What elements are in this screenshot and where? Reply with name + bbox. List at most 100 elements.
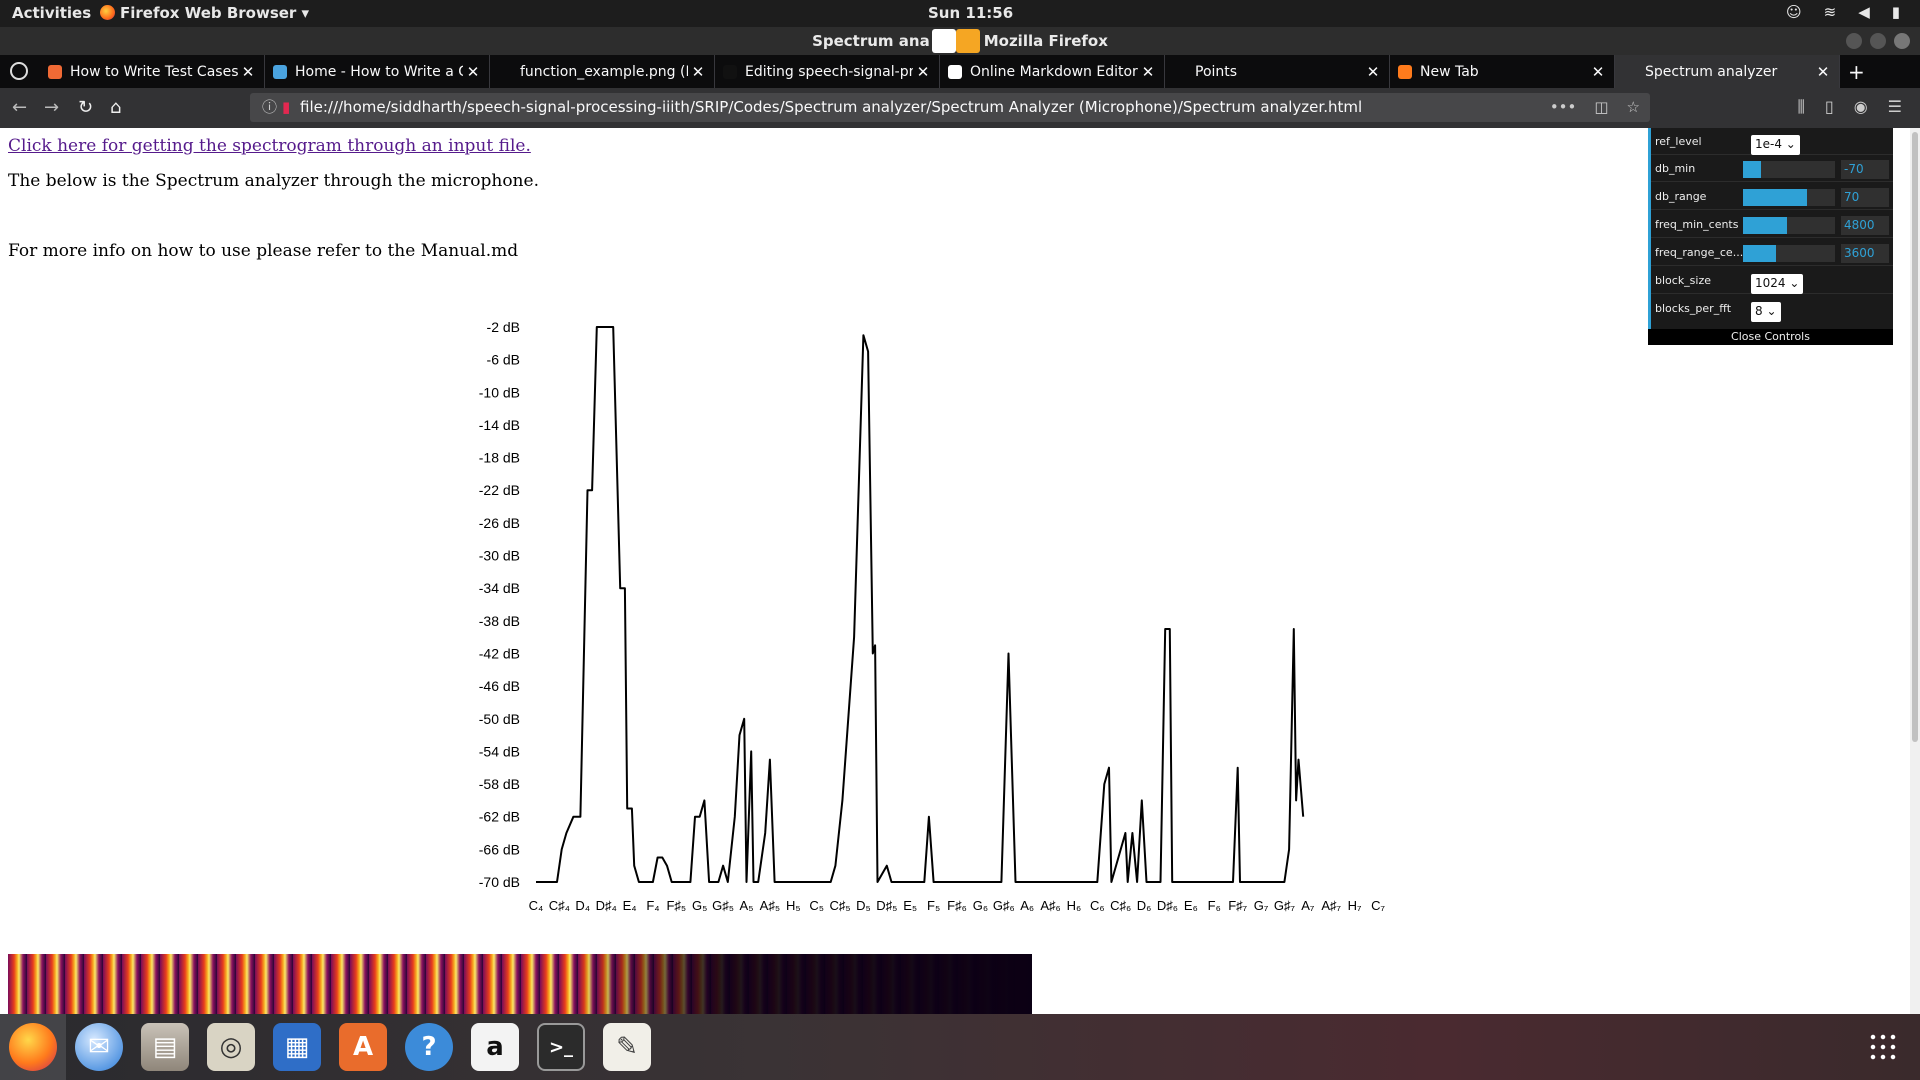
tab-points[interactable]: Points ✕ — [1165, 55, 1390, 88]
blocks-per-fft-select[interactable]: 8 ⌄ — [1751, 302, 1781, 322]
close-controls-button[interactable]: Close Controls — [1648, 329, 1893, 345]
back-icon[interactable]: ← — [12, 97, 28, 118]
writer-dock-icon[interactable]: ▦ — [273, 1023, 321, 1071]
close-tab-icon[interactable]: ✕ — [1141, 62, 1155, 81]
scrollbar-thumb[interactable] — [1912, 132, 1918, 742]
microphone-icon[interactable]: ▮ — [282, 98, 291, 116]
site-info-icon[interactable]: ⓘ — [262, 98, 278, 116]
tab-label: function_example.png (PNG — [520, 63, 688, 80]
app-menu[interactable]: Firefox Web Browser ▾ — [100, 4, 309, 22]
tab-editing-speech[interactable]: Editing speech-signal-pr ✕ — [715, 55, 940, 88]
rhythmbox-dock-icon[interactable]: ◎ — [207, 1023, 255, 1071]
terminal-dock-icon[interactable]: >_ — [537, 1023, 585, 1071]
x-tick-label: F♯₇ — [1228, 898, 1247, 913]
firefox-icon — [100, 5, 115, 20]
slider-fill — [1743, 189, 1808, 206]
y-tick-label: -54 dB — [479, 743, 520, 759]
db-range-slider[interactable] — [1743, 189, 1835, 206]
close-tab-icon[interactable]: ✕ — [241, 62, 255, 81]
control-block-size: block_size 1024 ⌄ — [1651, 267, 1893, 294]
help-dock-icon[interactable]: ? — [405, 1023, 453, 1071]
tab-test-cases[interactable]: How to Write Test Cases ✕ — [40, 55, 265, 88]
show-applications-icon[interactable] — [1868, 1032, 1898, 1062]
bookmark-star-icon[interactable]: ☆ — [1626, 98, 1640, 116]
amazon-dock-icon[interactable]: a — [471, 1023, 519, 1071]
thunderbird-dock-icon[interactable]: ✉ — [75, 1023, 123, 1071]
volume-icon[interactable]: ◀ — [1858, 3, 1870, 21]
ref-level-select[interactable]: 1e-4 ⌄ — [1751, 135, 1800, 155]
x-tick-label: C₄ — [529, 898, 544, 913]
accessibility-icon[interactable]: ☺ — [1785, 3, 1802, 21]
tab-label: Online Markdown Editor — [970, 63, 1138, 80]
x-tick-label: H₆ — [1067, 898, 1082, 913]
tab-markdown-editor[interactable]: Online Markdown Editor ✕ — [940, 55, 1165, 88]
system-top-bar: Activities Firefox Web Browser ▾ Sun 11:… — [0, 0, 1920, 27]
battery-icon[interactable]: ▮ — [1891, 3, 1900, 21]
y-tick-label: -22 dB — [479, 482, 520, 498]
tab-label: New Tab — [1420, 63, 1479, 80]
account-icon[interactable]: ◉ — [1853, 97, 1868, 116]
sidebar-icon[interactable]: ▯ — [1824, 97, 1834, 116]
software-dock-icon[interactable]: A — [339, 1023, 387, 1071]
tab-new-tab[interactable]: New Tab ✕ — [1390, 55, 1615, 88]
system-tray[interactable]: ☺ ≋ ◀ ▮ — [1786, 3, 1900, 21]
freq-min-cents-input[interactable]: 4800 — [1841, 216, 1889, 235]
home-icon[interactable]: ⌂ — [110, 97, 122, 118]
y-tick-label: -66 dB — [479, 841, 520, 857]
close-tab-icon[interactable]: ✕ — [691, 62, 705, 81]
url-bar[interactable]: ⓘ ▮ file:///home/siddharth/speech-signal… — [250, 93, 1650, 122]
clock[interactable]: Sun 11:56 — [928, 4, 1014, 22]
microphone-sharing-icon[interactable] — [956, 29, 980, 53]
page-scrollbar[interactable] — [1910, 128, 1920, 1014]
close-tab-icon[interactable]: ✕ — [1366, 62, 1380, 81]
close-tab-icon[interactable]: ✕ — [466, 62, 480, 81]
x-tick-label: G♯₆ — [993, 898, 1015, 913]
close-window-icon[interactable] — [1894, 33, 1910, 49]
navigation-bar: ← → ↻ ⌂ ⓘ ▮ file:///home/siddharth/speec… — [0, 88, 1920, 128]
tab-spectrum-analyzer[interactable]: Spectrum analyzer ✕ — [1615, 55, 1840, 88]
wifi-icon[interactable]: ≋ — [1823, 3, 1837, 21]
freq-min-cents-slider[interactable] — [1743, 217, 1835, 234]
window-title-left: Spectrum ana — [812, 32, 930, 50]
x-tick-label: F₆ — [1208, 898, 1221, 913]
y-tick-label: -14 dB — [479, 417, 520, 433]
tab-home[interactable]: Home - How to Write a G ✕ — [265, 55, 490, 88]
sharing-indicators[interactable] — [932, 29, 980, 53]
tab-label: Points — [1195, 63, 1238, 80]
tab-function-example[interactable]: function_example.png (PNG ✕ — [490, 55, 715, 88]
pocket-icon[interactable]: ◫ — [1594, 98, 1609, 116]
close-tab-icon[interactable]: ✕ — [1591, 62, 1605, 81]
freq-range-cents-input[interactable]: 3600 — [1841, 244, 1889, 263]
reload-icon[interactable]: ↻ — [78, 97, 94, 118]
manual-info-text: For more info on how to use please refer… — [8, 241, 519, 261]
url-text[interactable]: file:///home/siddharth/speech-signal-pro… — [300, 98, 1363, 116]
db-range-input[interactable]: 70 — [1841, 188, 1889, 207]
firefox-sharing-icon[interactable] — [932, 29, 956, 53]
x-tick-label: C♯₅ — [829, 898, 850, 913]
activities-button[interactable]: Activities — [12, 4, 92, 22]
spectrogram-input-file-link[interactable]: Click here for getting the spectrogram t… — [8, 136, 531, 156]
close-tab-icon[interactable]: ✕ — [916, 62, 930, 81]
tab-overflow-icon[interactable] — [10, 62, 28, 80]
db-min-input[interactable]: -70 — [1841, 160, 1889, 179]
files-dock-icon[interactable]: ▤ — [141, 1023, 189, 1071]
db-min-slider[interactable] — [1743, 161, 1835, 178]
x-tick-label: C♯₄ — [549, 898, 570, 913]
page-actions-icon[interactable]: ••• — [1549, 98, 1577, 116]
new-tab-icon[interactable]: + — [1848, 60, 1865, 84]
block-size-select[interactable]: 1024 ⌄ — [1751, 274, 1804, 294]
firefox-dock-icon[interactable] — [9, 1023, 57, 1071]
x-tick-label: E₅ — [903, 898, 917, 913]
y-tick-label: -34 dB — [479, 580, 520, 596]
library-icon[interactable]: ⫼ — [1797, 97, 1805, 116]
close-tab-icon[interactable]: ✕ — [1816, 62, 1830, 81]
tab-label: Spectrum analyzer — [1645, 63, 1778, 80]
forward-icon[interactable]: → — [44, 97, 60, 118]
x-tick-label: H₇ — [1348, 898, 1362, 913]
maximize-icon[interactable] — [1870, 33, 1886, 49]
freq-range-cents-slider[interactable] — [1743, 245, 1835, 262]
text-editor-dock-icon[interactable]: ✎ — [603, 1023, 651, 1071]
favicon-icon — [1623, 65, 1637, 79]
minimize-icon[interactable] — [1846, 33, 1862, 49]
hamburger-menu-icon[interactable]: ☰ — [1887, 97, 1902, 116]
